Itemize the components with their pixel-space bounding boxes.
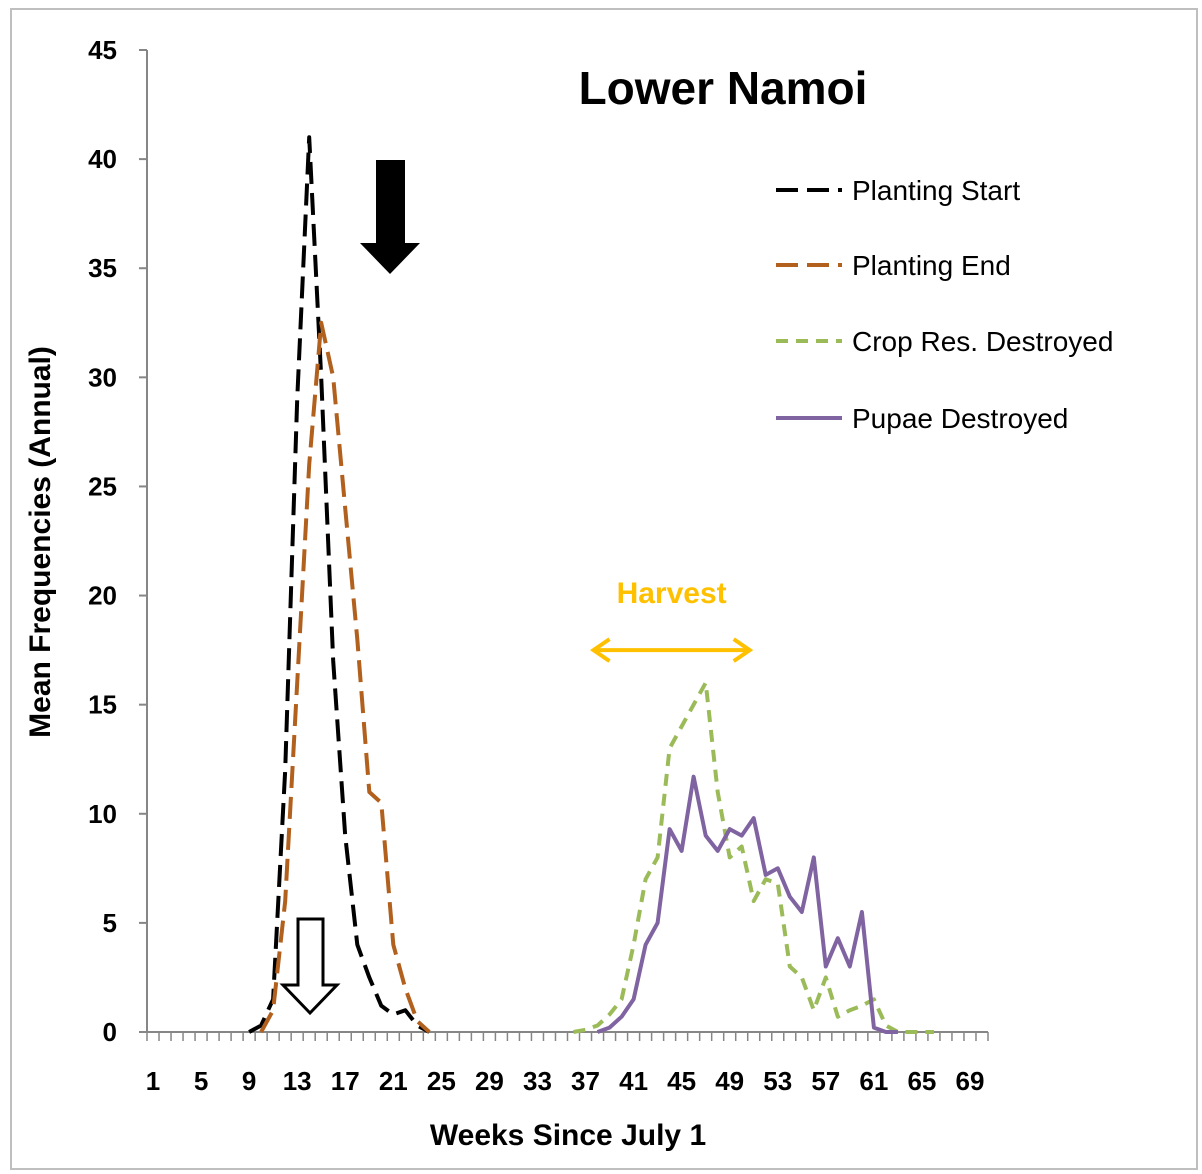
annotations: Harvest bbox=[279, 160, 754, 1016]
y-axis-title: Mean Frequencies (Annual) bbox=[24, 346, 57, 738]
legend-label: Planting End bbox=[852, 250, 1011, 281]
x-tick-label: 41 bbox=[619, 1066, 648, 1096]
legend: Planting Start Planting End Crop Res. Dest… bbox=[776, 175, 1113, 434]
x-tick-label: 5 bbox=[194, 1066, 208, 1096]
y-tick-label: 5 bbox=[103, 908, 117, 938]
down-arrow-filled-icon bbox=[360, 160, 420, 274]
y-tick-label: 10 bbox=[88, 799, 117, 829]
x-tick-label: 9 bbox=[242, 1066, 256, 1096]
y-tick-label: 40 bbox=[88, 144, 117, 174]
x-tick-label: 65 bbox=[907, 1066, 936, 1096]
series-line-planting-end bbox=[259, 320, 431, 1034]
chart-title: Lower Namoi bbox=[579, 62, 868, 114]
series-line-crop-res-destroyed bbox=[573, 680, 934, 1034]
y-tick-label: 0 bbox=[103, 1017, 117, 1047]
y-tick-label: 30 bbox=[88, 362, 117, 392]
series-line-pupae-destroyed bbox=[596, 774, 898, 1034]
y-tick-label: 25 bbox=[88, 471, 117, 501]
legend-label: Pupae Destroyed bbox=[852, 403, 1068, 434]
x-tick-label: 37 bbox=[571, 1066, 600, 1096]
x-axis-title: Weeks Since July 1 bbox=[430, 1119, 706, 1152]
x-tick-label: 49 bbox=[715, 1066, 744, 1096]
x-tick-label: 13 bbox=[283, 1066, 312, 1096]
x-tick-label: 57 bbox=[811, 1066, 840, 1096]
y-tick-label: 35 bbox=[88, 253, 117, 283]
harvest-arrow-left-head-icon bbox=[589, 637, 611, 663]
series-line-planting-start bbox=[248, 135, 431, 1034]
plot-area bbox=[248, 135, 934, 1034]
y-tick-label: 45 bbox=[88, 35, 117, 65]
x-tick-label: 1 bbox=[146, 1066, 160, 1096]
chart-frame bbox=[10, 8, 1198, 1170]
y-tick-label: 20 bbox=[88, 581, 117, 611]
x-tick-label: 61 bbox=[859, 1066, 888, 1096]
x-tick-label: 25 bbox=[427, 1066, 456, 1096]
x-tick-label: 53 bbox=[763, 1066, 792, 1096]
harvest-label: Harvest bbox=[617, 577, 727, 610]
harvest-arrow-right-head-icon bbox=[732, 637, 754, 663]
x-tick-label: 45 bbox=[667, 1066, 696, 1096]
down-arrow-outline-icon bbox=[279, 917, 341, 1016]
x-tick-label: 21 bbox=[379, 1066, 408, 1096]
legend-label: Planting Start bbox=[852, 175, 1020, 206]
x-tick-label: 29 bbox=[475, 1066, 504, 1096]
x-tick-label: 33 bbox=[523, 1066, 552, 1096]
legend-label: Crop Res. Destroyed bbox=[852, 326, 1113, 357]
x-tick-label: 17 bbox=[331, 1066, 360, 1096]
y-tick-label: 15 bbox=[88, 690, 117, 720]
x-tick-label: 69 bbox=[956, 1066, 985, 1096]
